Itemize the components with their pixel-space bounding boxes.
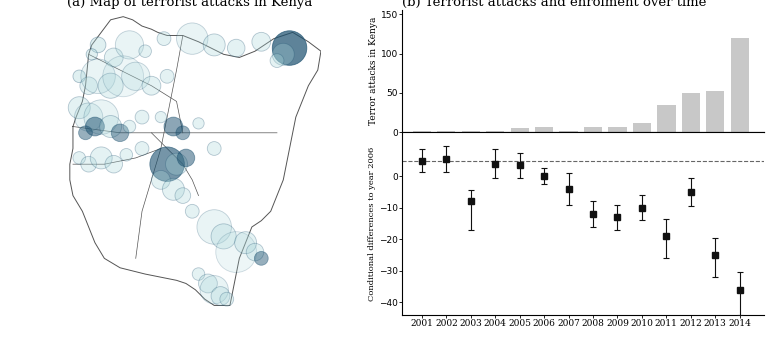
Y-axis label: Conditional differences to year 2006: Conditional differences to year 2006	[369, 146, 376, 301]
Circle shape	[103, 56, 144, 97]
Circle shape	[254, 252, 268, 265]
Bar	[486, 131, 505, 132]
Circle shape	[78, 126, 92, 140]
Circle shape	[150, 147, 184, 181]
Circle shape	[100, 116, 121, 137]
Bar	[730, 38, 749, 132]
Circle shape	[105, 155, 123, 173]
Circle shape	[123, 120, 136, 133]
Circle shape	[166, 153, 187, 175]
Circle shape	[270, 54, 284, 67]
Circle shape	[177, 23, 208, 54]
Circle shape	[73, 152, 85, 164]
Circle shape	[204, 34, 225, 56]
Bar	[559, 130, 578, 132]
Bar	[535, 127, 553, 132]
Circle shape	[216, 232, 257, 273]
Circle shape	[252, 33, 270, 51]
Circle shape	[139, 45, 151, 57]
Bar	[437, 131, 455, 132]
Y-axis label: Terror attacks in Kenya: Terror attacks in Kenya	[369, 17, 378, 126]
Circle shape	[121, 62, 150, 90]
Circle shape	[193, 118, 204, 129]
Circle shape	[135, 142, 149, 155]
Circle shape	[234, 232, 257, 254]
Circle shape	[211, 286, 230, 306]
Circle shape	[90, 37, 106, 53]
Circle shape	[192, 268, 205, 280]
Circle shape	[162, 178, 184, 200]
Bar	[511, 128, 529, 132]
Circle shape	[80, 77, 98, 94]
Circle shape	[200, 276, 228, 304]
Circle shape	[111, 124, 129, 142]
Circle shape	[68, 97, 90, 119]
Circle shape	[135, 110, 149, 124]
Circle shape	[90, 147, 112, 169]
Bar	[462, 131, 480, 132]
Circle shape	[207, 142, 221, 155]
Circle shape	[177, 149, 195, 167]
Circle shape	[151, 171, 170, 189]
Circle shape	[81, 59, 115, 93]
Circle shape	[175, 188, 190, 203]
Bar	[608, 127, 627, 132]
Circle shape	[161, 70, 174, 83]
Circle shape	[197, 210, 231, 244]
Bar	[682, 93, 700, 132]
Circle shape	[98, 73, 123, 98]
Circle shape	[227, 39, 245, 57]
Circle shape	[247, 243, 263, 261]
Bar	[584, 127, 602, 132]
Circle shape	[273, 31, 306, 65]
Bar	[633, 123, 651, 132]
Text: (b) Terrorist attacks and enrolment over time: (b) Terrorist attacks and enrolment over…	[402, 0, 707, 9]
Circle shape	[73, 70, 85, 83]
Circle shape	[198, 274, 217, 293]
Circle shape	[81, 156, 97, 172]
Circle shape	[86, 49, 98, 60]
Bar	[706, 91, 724, 132]
Circle shape	[185, 204, 199, 218]
Circle shape	[164, 117, 183, 136]
Circle shape	[120, 148, 133, 161]
Circle shape	[74, 103, 103, 131]
Circle shape	[142, 76, 161, 95]
Circle shape	[85, 117, 104, 136]
Bar	[657, 105, 676, 132]
Text: (a) Map of terrorist attacks in Kenya: (a) Map of terrorist attacks in Kenya	[67, 0, 312, 9]
Circle shape	[211, 224, 237, 249]
Circle shape	[115, 31, 144, 59]
Circle shape	[104, 48, 123, 67]
Circle shape	[220, 292, 233, 306]
Circle shape	[155, 111, 167, 123]
Circle shape	[176, 126, 190, 140]
Bar	[412, 130, 431, 132]
Circle shape	[84, 100, 118, 134]
Circle shape	[157, 32, 171, 46]
Circle shape	[273, 43, 294, 65]
